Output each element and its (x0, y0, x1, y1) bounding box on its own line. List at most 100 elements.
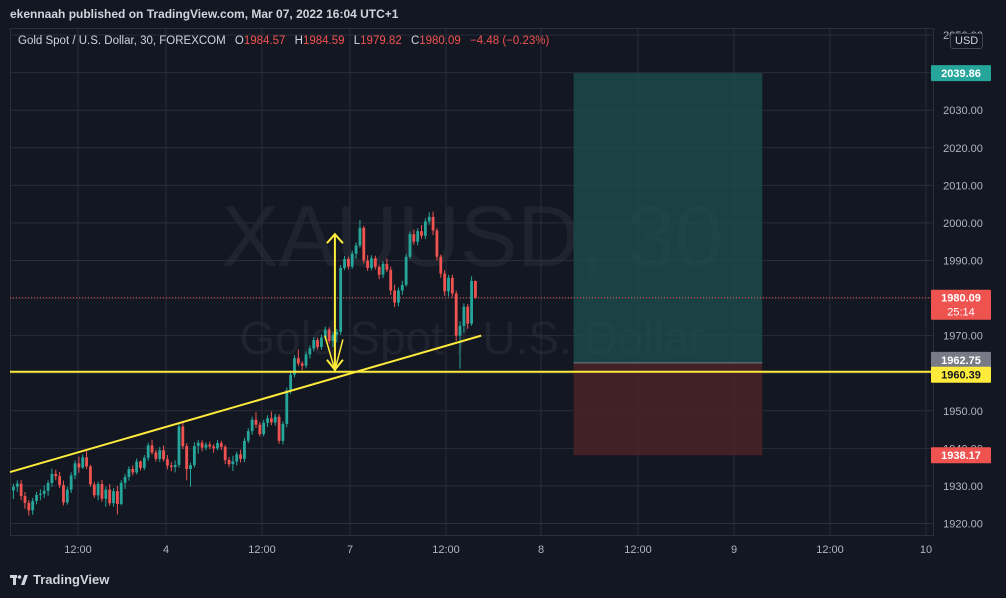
candle-body (335, 331, 339, 335)
candle-body (474, 280, 477, 298)
candles (12, 211, 477, 516)
candle-body (331, 334, 335, 341)
candle-body (85, 457, 88, 467)
candle-body (362, 227, 366, 261)
candle-body (146, 445, 150, 458)
candle-body (38, 493, 42, 495)
candle-body (181, 426, 185, 447)
time-tick-label: 12:00 (248, 544, 276, 556)
candle-body (373, 258, 377, 267)
countdown-text: 25:14 (947, 307, 975, 319)
time-tick-label: 12:00 (432, 544, 460, 556)
measure-arrow-head (324, 335, 344, 374)
change-value: −4.48 (−0.23%) (470, 35, 550, 47)
candle-body (293, 358, 296, 375)
candle-body (142, 457, 146, 468)
candle-body (77, 463, 81, 468)
candle-body (173, 464, 177, 468)
candle-body (443, 273, 447, 292)
price-label-badge (931, 447, 991, 464)
time-tick-label: 12:00 (64, 544, 92, 556)
candle-body (339, 268, 343, 332)
candle-body (258, 424, 262, 435)
low-label: L (353, 35, 361, 47)
candle-body (227, 460, 231, 465)
candle-body (408, 234, 412, 257)
candle-body (177, 426, 181, 465)
candle-body (420, 231, 423, 236)
candle-body (69, 475, 73, 490)
candle-body (423, 221, 427, 236)
candle-body (447, 277, 450, 292)
target-zone (573, 73, 763, 363)
candle-body (62, 485, 65, 503)
candle-body (235, 454, 239, 462)
currency-button[interactable]: USD (950, 33, 984, 49)
candle-body (89, 466, 92, 485)
candle-body (42, 490, 46, 494)
candle-body (115, 491, 119, 504)
candle-body (243, 440, 246, 459)
candle-body (285, 390, 289, 424)
candle-body (269, 418, 273, 423)
candle-body (46, 482, 50, 491)
candle-body (231, 461, 235, 465)
time-axis[interactable]: 12:00 4 12:00 7 12:00 8 12:00 9 12:00 10 (64, 544, 932, 556)
price-tick-label: 1990.00 (943, 255, 983, 267)
ascending-trendline (9, 334, 482, 473)
high-label: H (294, 35, 303, 47)
candle-body (162, 450, 165, 460)
price-tick-label: 2000.00 (943, 218, 983, 230)
low-value: 1979.82 (360, 35, 402, 47)
symbol-legend[interactable]: Gold Spot / U.S. Dollar, 30, FOREXCOM O1… (18, 35, 549, 47)
candle-body (262, 422, 266, 435)
stop-zone (573, 362, 763, 456)
candle-body (254, 419, 258, 425)
candle-body (127, 469, 131, 477)
candle-body (123, 476, 127, 483)
time-tick-label: 12:00 (816, 544, 844, 556)
candle-body (216, 443, 219, 449)
candle-body (119, 482, 123, 504)
time-tick-label: 10 (920, 544, 932, 556)
candle-body (31, 500, 35, 511)
published-info: ekennaah published on TradingView.com, M… (10, 7, 399, 21)
candle-body (466, 306, 470, 324)
price-tick-label: 1950.00 (943, 406, 983, 418)
symbol-title: Gold Spot / U.S. Dollar, 30, FOREXCOM (18, 35, 226, 47)
candle-body (166, 459, 169, 466)
chart-pane[interactable] (10, 28, 934, 536)
candle-body (389, 269, 393, 291)
candle-body (19, 483, 23, 497)
long-position-tool[interactable] (573, 73, 763, 456)
price-label-badge (931, 289, 991, 320)
drawings[interactable] (9, 232, 934, 473)
candle-body (200, 442, 204, 448)
tradingview-brand[interactable]: TradingView (10, 572, 109, 587)
price-axis[interactable]: 1920.001930.001940.001950.001960.001970.… (934, 28, 1006, 536)
candle-body (381, 263, 385, 275)
candle-body (296, 358, 300, 364)
price-tick-label: 1930.00 (943, 481, 983, 493)
price-label-text: 2039.86 (941, 68, 981, 80)
candle-body (277, 416, 281, 441)
candle-body (431, 216, 435, 231)
candle-body (223, 446, 227, 461)
candle-body (412, 234, 416, 242)
candle-body (169, 465, 173, 468)
candle-body (50, 473, 54, 483)
candle-body (304, 354, 308, 366)
price-label-text: 1960.39 (941, 370, 981, 382)
header-bar: ekennaah published on TradingView.com, M… (0, 0, 1006, 28)
measure-arrow-head-up (326, 232, 344, 244)
tradingview-logo-icon (10, 574, 28, 585)
candle-body (185, 446, 189, 470)
time-tick-label: 12:00 (624, 544, 652, 556)
candle-body (23, 496, 27, 503)
time-tick-label: 9 (731, 544, 737, 556)
close-label: C (410, 35, 420, 47)
price-label-badge (931, 65, 991, 82)
candle-body (96, 484, 100, 496)
candle-body (289, 374, 293, 391)
